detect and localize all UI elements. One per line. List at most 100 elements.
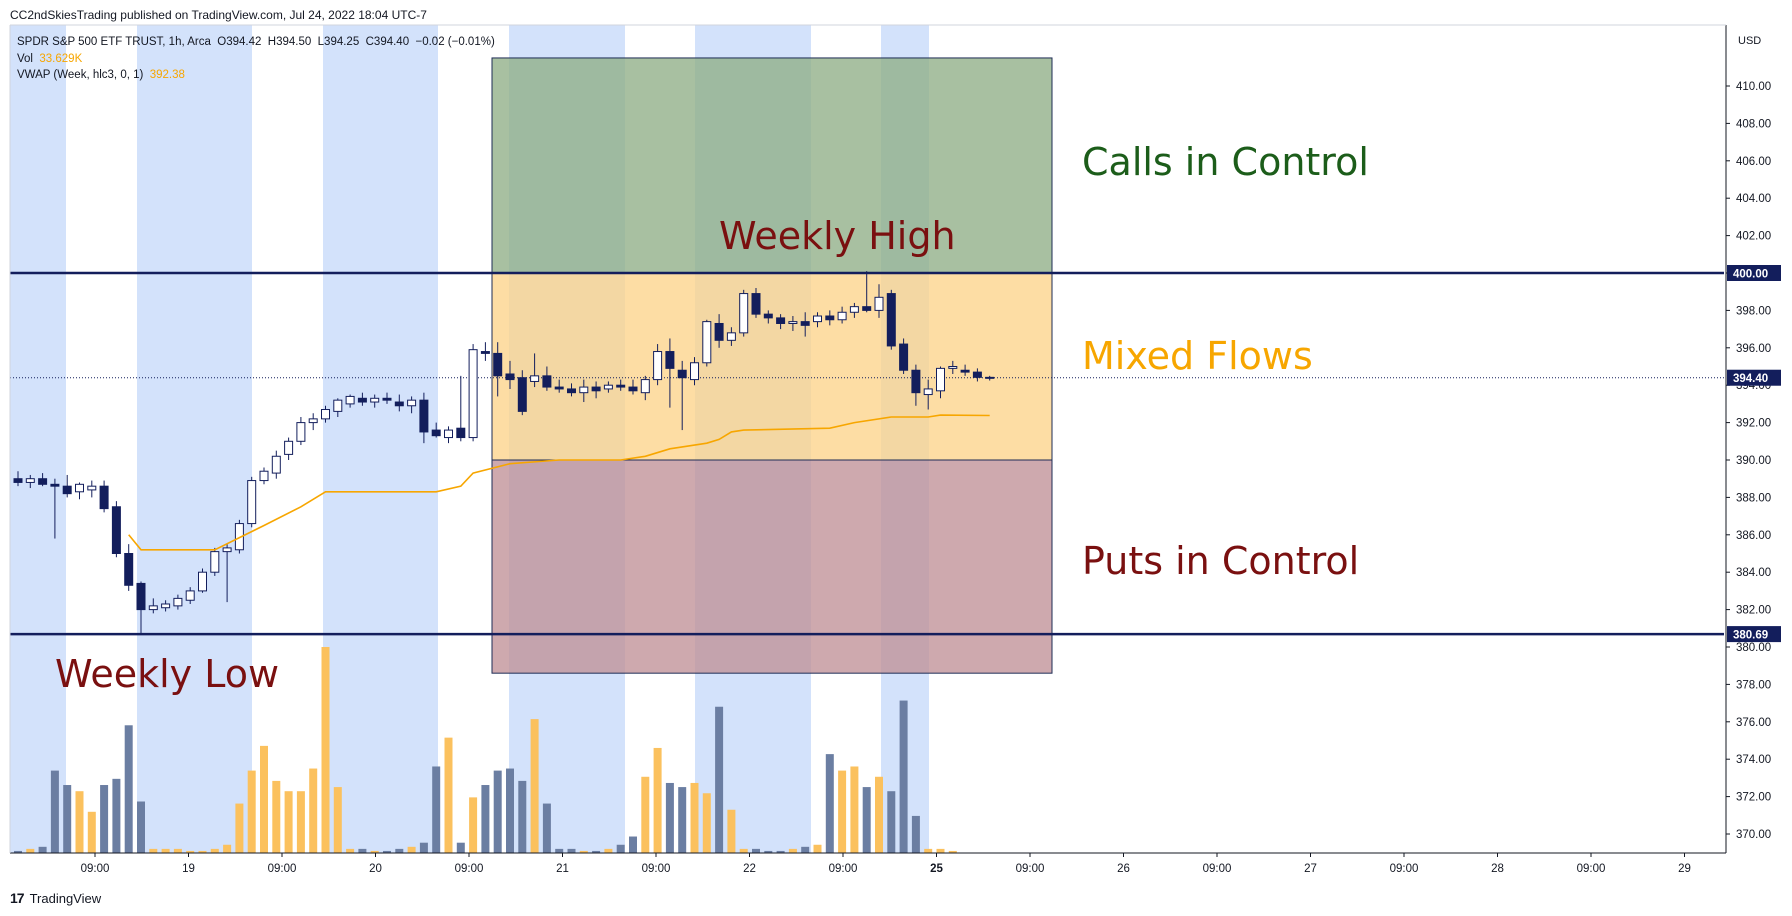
candle[interactable] xyxy=(271,450,281,479)
candle-body-up xyxy=(247,480,257,525)
candle[interactable] xyxy=(849,302,859,318)
candle[interactable] xyxy=(87,480,97,498)
candle[interactable] xyxy=(25,474,35,489)
candle[interactable] xyxy=(800,312,810,337)
candle[interactable] xyxy=(985,375,995,381)
candle[interactable] xyxy=(247,476,257,528)
candle-body-up xyxy=(948,366,958,369)
candle[interactable] xyxy=(530,353,540,388)
candle[interactable] xyxy=(726,327,736,346)
candle[interactable] xyxy=(837,306,847,324)
candle[interactable] xyxy=(136,581,146,634)
annotation-weekly-high: Weekly High xyxy=(719,214,956,258)
zone-mixed-flows[interactable] xyxy=(491,272,1053,461)
candle[interactable] xyxy=(690,357,699,386)
legend-vol-value: 33.629K xyxy=(39,52,83,65)
candle[interactable] xyxy=(222,544,232,603)
candle[interactable] xyxy=(936,366,945,399)
zone-puts-in-control[interactable] xyxy=(491,459,1053,674)
candle[interactable] xyxy=(296,416,306,446)
candle-body-up xyxy=(653,351,663,381)
price-label-box xyxy=(1727,265,1781,281)
volume-bar xyxy=(850,766,859,853)
candle[interactable] xyxy=(468,344,478,442)
candle[interactable] xyxy=(653,344,663,386)
candle[interactable] xyxy=(702,319,712,367)
candle[interactable] xyxy=(210,547,220,576)
candle[interactable] xyxy=(13,471,23,487)
candle[interactable] xyxy=(628,379,638,395)
candle[interactable] xyxy=(776,314,786,330)
candle-body-up xyxy=(222,547,232,553)
candle[interactable] xyxy=(333,398,343,417)
candle[interactable] xyxy=(148,598,158,614)
candle[interactable] xyxy=(788,316,798,331)
candle[interactable] xyxy=(567,383,576,397)
candle[interactable] xyxy=(431,422,441,438)
volume-bar xyxy=(592,850,601,853)
candle[interactable] xyxy=(665,338,675,408)
candle[interactable] xyxy=(161,600,171,612)
candle[interactable] xyxy=(493,342,503,397)
zone-calls-in-control[interactable] xyxy=(491,57,1053,274)
candle[interactable] xyxy=(591,381,601,399)
candle[interactable] xyxy=(173,594,183,610)
candle[interactable] xyxy=(862,271,872,313)
candle[interactable] xyxy=(407,396,417,414)
candle[interactable] xyxy=(345,394,355,408)
candle[interactable] xyxy=(99,480,109,513)
candle[interactable] xyxy=(751,287,761,318)
candle[interactable] xyxy=(382,392,392,404)
candle[interactable] xyxy=(813,312,822,328)
candle[interactable] xyxy=(62,474,72,498)
candle[interactable] xyxy=(542,366,552,391)
candle[interactable] xyxy=(616,379,626,391)
candle[interactable] xyxy=(923,379,933,410)
candle[interactable] xyxy=(714,314,724,348)
candle[interactable] xyxy=(763,310,773,324)
candle[interactable] xyxy=(394,394,404,412)
candle[interactable] xyxy=(825,310,835,326)
candle[interactable] xyxy=(308,413,318,431)
candle[interactable] xyxy=(899,338,909,374)
candle[interactable] xyxy=(886,289,896,350)
candle[interactable] xyxy=(603,381,613,393)
candle[interactable] xyxy=(960,364,970,376)
candle[interactable] xyxy=(874,284,884,318)
candle[interactable] xyxy=(321,405,330,423)
candle[interactable] xyxy=(948,360,958,374)
candle[interactable] xyxy=(198,568,207,593)
candle-body-up xyxy=(210,551,220,573)
candle[interactable] xyxy=(234,519,244,554)
candle[interactable] xyxy=(124,544,134,591)
candle[interactable] xyxy=(38,473,48,487)
footer-brand[interactable]: 17 TradingView xyxy=(10,890,101,906)
candle[interactable] xyxy=(357,392,367,406)
candle[interactable] xyxy=(111,501,121,558)
candle[interactable] xyxy=(75,482,84,500)
candle[interactable] xyxy=(370,394,380,408)
candle[interactable] xyxy=(419,392,429,444)
candle[interactable] xyxy=(259,467,269,485)
candle[interactable] xyxy=(185,587,195,604)
candle[interactable] xyxy=(284,437,294,460)
candle[interactable] xyxy=(739,289,749,337)
candle[interactable] xyxy=(456,375,466,442)
candle-body-down xyxy=(628,386,638,392)
candle[interactable] xyxy=(579,379,589,403)
candle[interactable] xyxy=(517,370,527,416)
candle[interactable] xyxy=(554,379,564,393)
candle[interactable] xyxy=(480,342,490,361)
y-tick-label: 382.00 xyxy=(1736,605,1771,617)
x-tick-label: 09:00 xyxy=(1203,863,1232,875)
candle[interactable] xyxy=(505,360,515,389)
candle[interactable] xyxy=(50,478,60,539)
candle[interactable] xyxy=(640,375,650,401)
candle[interactable] xyxy=(444,426,453,444)
volume-bar xyxy=(678,787,687,853)
candle[interactable] xyxy=(972,368,982,382)
candle[interactable] xyxy=(911,364,921,406)
candle[interactable] xyxy=(677,360,687,431)
y-tick-label: 372.00 xyxy=(1736,792,1771,804)
